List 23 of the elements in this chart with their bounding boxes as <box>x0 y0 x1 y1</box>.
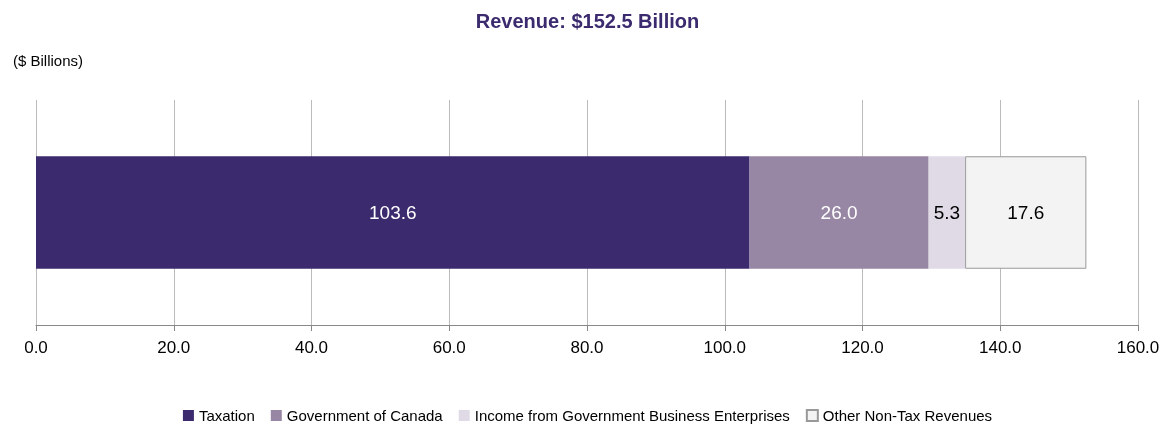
legend-label: Other Non-Tax Revenues <box>822 407 993 424</box>
data-label: 5.3 <box>933 202 961 223</box>
x-tick-label: 20.0 <box>157 338 191 357</box>
x-tick-label: 120.0 <box>841 338 884 357</box>
legend-label: Income from Government Business Enterprises <box>474 407 790 424</box>
legend-label: Taxation <box>198 407 255 424</box>
x-tick-label: 160.0 <box>1116 338 1160 357</box>
data-label: 17.6 <box>1007 202 1045 223</box>
data-label: 103.6 <box>369 202 417 223</box>
x-tick-label: 100.0 <box>703 338 747 357</box>
chart-title: Revenue: $152.5 Billion <box>475 10 700 32</box>
bar <box>36 156 750 269</box>
data-label: 26.0 <box>820 202 858 223</box>
legend-label: Government of Canada <box>286 407 444 424</box>
x-tick-label: 40.0 <box>294 338 329 357</box>
bar <box>749 156 929 269</box>
y-axis-title: ($ Billions) <box>13 52 84 69</box>
bar <box>928 156 966 269</box>
x-tick-label: 140.0 <box>978 338 1022 357</box>
x-tick-label: 0.0 <box>24 338 48 357</box>
x-tick-label: 80.0 <box>570 338 604 357</box>
x-tick-label: 60.0 <box>432 338 466 357</box>
bar <box>965 156 1087 269</box>
